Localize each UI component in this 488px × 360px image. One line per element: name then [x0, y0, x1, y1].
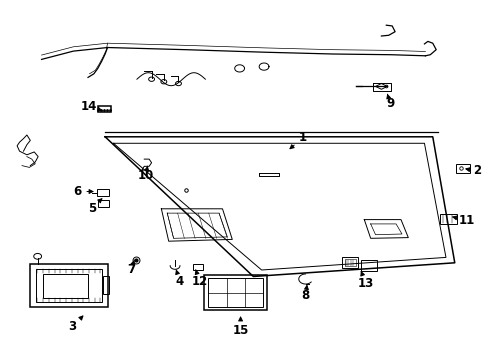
Text: 15: 15 [232, 317, 248, 337]
Text: 14: 14 [81, 100, 102, 113]
Text: 11: 11 [452, 214, 474, 227]
Text: 1: 1 [289, 131, 306, 149]
Text: 12: 12 [191, 270, 207, 288]
Text: 7: 7 [127, 260, 135, 276]
Text: 8: 8 [301, 285, 309, 302]
Text: 6: 6 [73, 185, 93, 198]
Text: 10: 10 [137, 166, 154, 182]
Text: 4: 4 [175, 270, 183, 288]
Text: 13: 13 [357, 271, 373, 290]
Text: 3: 3 [68, 316, 83, 333]
Text: 5: 5 [88, 199, 102, 215]
Text: 9: 9 [386, 94, 393, 110]
Text: 2: 2 [465, 165, 480, 177]
